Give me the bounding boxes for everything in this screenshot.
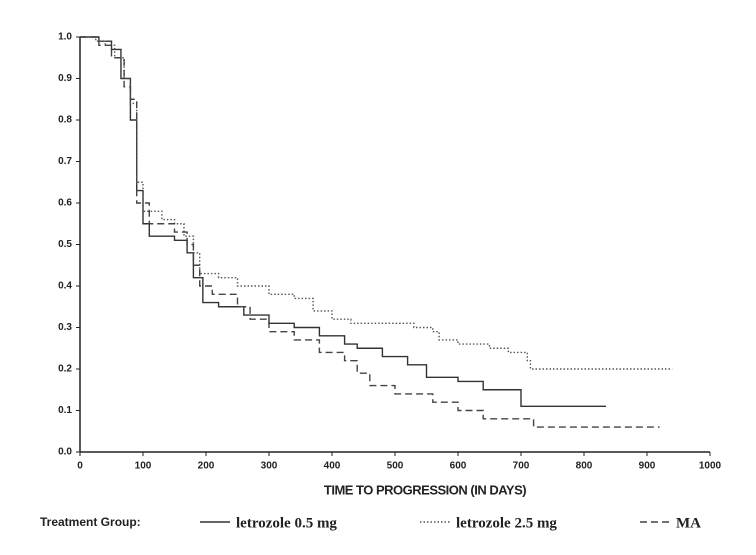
x-tick-label: 100 — [135, 461, 152, 472]
x-axis-title: TIME TO PROGRESSION (IN DAYS) — [324, 482, 526, 497]
x-tick-label: 600 — [450, 461, 467, 472]
y-tick-label: 0.9 — [58, 73, 72, 84]
y-tick-label: 0.8 — [58, 115, 72, 126]
x-tick-label: 500 — [387, 461, 404, 472]
km-curve — [80, 36, 673, 370]
legend-label: MA — [676, 515, 701, 531]
x-tick-label: 400 — [324, 461, 341, 472]
y-tick-label: 0.4 — [58, 281, 72, 292]
y-tick-label: 0.2 — [58, 364, 72, 375]
x-tick-label: 800 — [576, 461, 593, 472]
km-curve — [80, 36, 607, 408]
y-tick-label: 0.5 — [58, 239, 72, 250]
x-tick-label: 1000 — [699, 461, 722, 472]
x-tick-label: 700 — [513, 461, 530, 472]
km-curve — [80, 36, 660, 428]
y-tick-label: 1.0 — [58, 32, 72, 43]
y-tick-label: 0.0 — [58, 447, 72, 458]
x-tick-label: 200 — [198, 461, 215, 472]
legend-label: letrozole 0.5 mg — [236, 515, 337, 531]
legend-title: Treatment Group: — [40, 515, 141, 529]
y-tick-label: 0.6 — [58, 198, 72, 209]
y-tick-label: 0.3 — [58, 322, 72, 333]
legend-label: letrozole 2.5 mg — [456, 515, 557, 531]
x-tick-label: 0 — [77, 461, 83, 472]
y-tick-label: 0.7 — [58, 156, 72, 167]
x-tick-label: 300 — [261, 461, 278, 472]
y-tick-label: 0.1 — [58, 405, 72, 416]
x-tick-label: 900 — [639, 461, 656, 472]
